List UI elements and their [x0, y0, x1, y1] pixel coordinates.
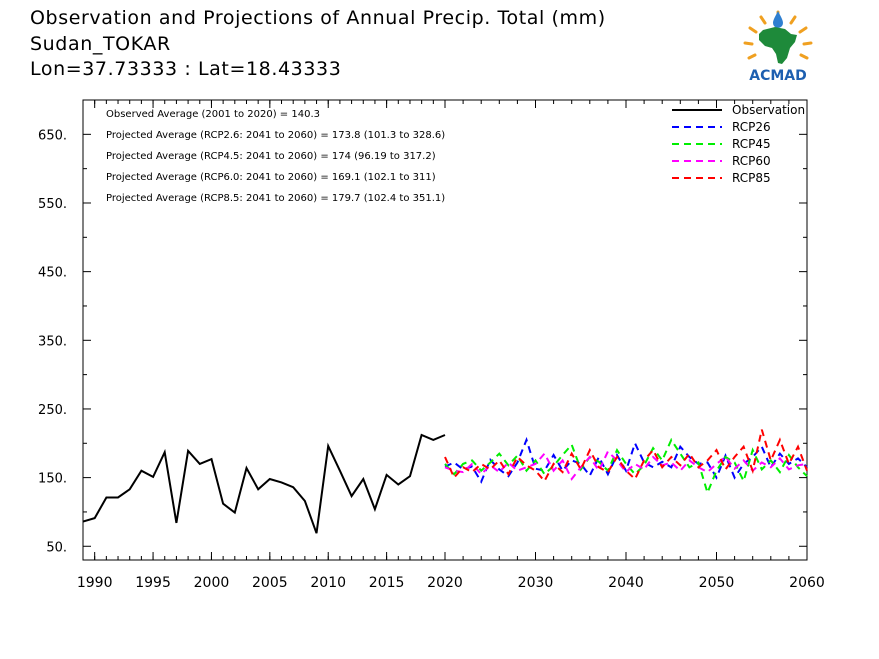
logo-text: ACMAD: [749, 68, 807, 84]
legend-label-rcp85: RCP85: [732, 171, 771, 185]
x-tick-label: 2005: [252, 575, 288, 591]
series-line-observation: [82, 433, 446, 534]
series-line-rcp60: [444, 449, 808, 481]
chart-title: Observation and Projections of Annual Pr…: [30, 7, 606, 29]
x-tick-label: 2060: [789, 575, 825, 591]
y-tick-label: 50.: [46, 540, 67, 555]
legend-label-observation: Observation: [732, 103, 805, 117]
station-coordinates: Lon=37.73333 : Lat=18.43333: [30, 58, 342, 80]
y-tick-label: 550.: [38, 197, 67, 212]
y-tick-label: 250.: [38, 403, 67, 418]
y-tick-label: 650.: [38, 128, 67, 143]
plot-frame: [82, 99, 808, 561]
x-tick-label: 2040: [608, 575, 644, 591]
x-tick-label: 2015: [369, 575, 405, 591]
y-tick-label: 150.: [38, 472, 67, 487]
series-line-rcp26: [444, 436, 808, 484]
legend-label-rcp26: RCP26: [732, 120, 771, 134]
stats-annotation: Projected Average (RCP8.5: 2041 to 2060)…: [106, 193, 445, 204]
x-tick-label: 2000: [194, 575, 230, 591]
legend-label-rcp45: RCP45: [732, 137, 771, 151]
stats-annotation: Observed Average (2001 to 2020) = 140.3: [106, 109, 320, 120]
x-tick-label: 2010: [310, 575, 346, 591]
acmad-logo: ACMAD: [735, 8, 821, 84]
x-tick-label: 1995: [135, 575, 171, 591]
series-line-rcp85: [444, 429, 808, 483]
y-tick-label: 350.: [38, 334, 67, 349]
y-tick-label: 450.: [38, 266, 67, 281]
series-line-rcp45: [444, 437, 808, 496]
stats-annotation: Projected Average (RCP4.5: 2041 to 2060)…: [106, 151, 436, 162]
x-tick-label: 2050: [699, 575, 735, 591]
x-tick-label: 1990: [77, 575, 113, 591]
stats-annotation: Projected Average (RCP2.6: 2041 to 2060)…: [106, 130, 445, 141]
station-name: Sudan_TOKAR: [30, 33, 171, 55]
x-tick-label: 2030: [518, 575, 554, 591]
legend-label-rcp60: RCP60: [732, 154, 771, 168]
stats-annotation: Projected Average (RCP6.0: 2041 to 2060)…: [106, 172, 436, 183]
x-tick-label: 2020: [427, 575, 463, 591]
